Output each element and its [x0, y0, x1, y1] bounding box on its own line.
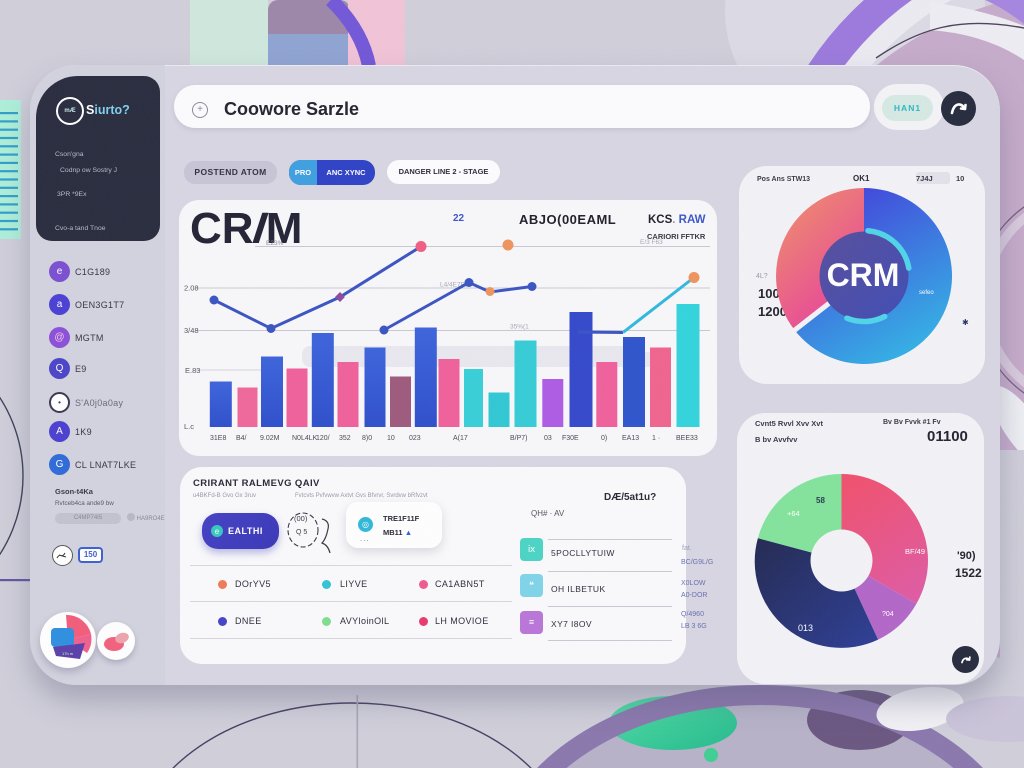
svg-text:E23%: E23% [266, 240, 284, 247]
svg-text:F30E: F30E [562, 435, 579, 442]
svg-text:023: 023 [409, 435, 421, 442]
svg-text:9.02M: 9.02M [260, 435, 280, 442]
svg-text:35%(1: 35%(1 [510, 324, 529, 331]
svg-text:31E8: 31E8 [210, 435, 226, 442]
svg-text:(00): (00) [294, 514, 308, 523]
svg-text:17h m: 17h m [62, 651, 74, 656]
svg-text:BF/49: BF/49 [905, 547, 925, 556]
svg-text:03: 03 [544, 435, 552, 442]
svg-text:+64: +64 [787, 509, 800, 518]
svg-text:E.83: E.83 [185, 366, 200, 375]
svg-text:BEE33: BEE33 [676, 435, 698, 442]
svg-text:2.08: 2.08 [184, 284, 199, 293]
svg-text:58: 58 [816, 496, 825, 505]
svg-text:120/: 120/ [316, 435, 330, 442]
svg-text:352: 352 [339, 435, 351, 442]
svg-text:B/P7): B/P7) [510, 435, 528, 442]
svg-text:L.c: L.c [184, 422, 194, 431]
svg-text:?04: ?04 [882, 611, 894, 618]
svg-text:1 ·: 1 · [652, 435, 660, 442]
svg-text:✱: ✱ [962, 318, 969, 327]
svg-text:sefeo: sefeo [919, 290, 934, 296]
svg-text:3/48: 3/48 [184, 326, 199, 335]
svg-text:0): 0) [601, 435, 607, 442]
svg-text:10: 10 [387, 435, 395, 442]
svg-text:N0L4LK: N0L4LK [292, 435, 318, 442]
svg-text:B4/: B4/ [236, 435, 247, 442]
svg-text:EA13: EA13 [622, 435, 639, 442]
svg-text:A(17: A(17 [453, 435, 468, 442]
svg-text:Q 5: Q 5 [296, 529, 307, 536]
svg-text:013: 013 [798, 623, 813, 633]
svg-text:E/3 F63: E/3 F63 [640, 239, 663, 246]
svg-text:CRM: CRM [827, 257, 900, 293]
svg-text:8)0: 8)0 [362, 435, 372, 442]
